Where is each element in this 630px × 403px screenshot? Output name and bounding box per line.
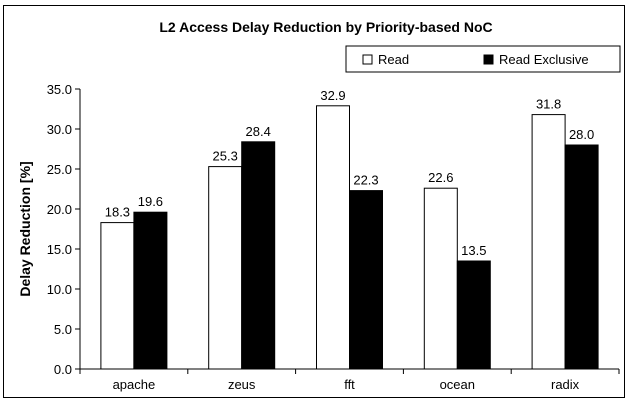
data-label: 13.5 — [461, 243, 486, 258]
bar-read-exclusive — [456, 260, 491, 370]
x-tick-label: ocean — [440, 377, 475, 392]
y-tick-label: 35.0 — [47, 82, 72, 97]
y-tick-label: 15.0 — [47, 242, 72, 257]
data-label: 18.3 — [105, 205, 130, 220]
data-label: 25.3 — [213, 149, 238, 164]
data-label: 28.4 — [246, 124, 271, 139]
plot-area: 0.0 5.0 10.0 15.0 20.0 25.0 30.0 35.0 apache 18.3… — [47, 82, 620, 392]
bar-read — [316, 105, 350, 370]
y-tick-label: 30.0 — [47, 122, 72, 137]
x-tick-label: fft — [344, 377, 355, 392]
bar-read-exclusive — [349, 190, 383, 370]
data-label: 31.8 — [536, 97, 561, 112]
chart-title: L2 Access Delay Reduction by Priority-ba… — [159, 19, 492, 35]
x-tick-label: apache — [113, 377, 156, 392]
y-tick-label: 20.0 — [47, 202, 72, 217]
bar-read — [423, 187, 458, 370]
bar-read — [208, 166, 243, 370]
x-tick-label: zeus — [228, 377, 256, 392]
y-axis-label: Delay Reduction [%] — [17, 161, 33, 296]
y-tick-label: 5.0 — [54, 322, 72, 337]
y-tick-label: 10.0 — [47, 282, 72, 297]
data-label: 19.6 — [138, 194, 163, 209]
data-label: 22.3 — [353, 173, 378, 188]
legend-box — [345, 45, 621, 73]
y-tick-label: 0.0 — [54, 362, 72, 377]
data-label: 32.9 — [320, 88, 345, 103]
bar-read — [531, 114, 566, 370]
x-tick-label: radix — [551, 377, 580, 392]
legend: Read Read Exclusive — [345, 45, 621, 73]
bar-read-exclusive — [241, 141, 276, 370]
data-label: 28.0 — [569, 127, 594, 142]
bar-read-exclusive — [564, 144, 599, 370]
legend-label-read: Read — [378, 52, 409, 67]
legend-swatch-read-exclusive — [483, 54, 494, 65]
bar-read — [100, 222, 135, 370]
legend-label-read-exclusive: Read Exclusive — [499, 52, 589, 67]
y-tick-label: 25.0 — [47, 162, 72, 177]
bar-read-exclusive — [133, 211, 168, 370]
data-label: 22.6 — [428, 170, 453, 185]
legend-swatch-read — [362, 54, 373, 65]
